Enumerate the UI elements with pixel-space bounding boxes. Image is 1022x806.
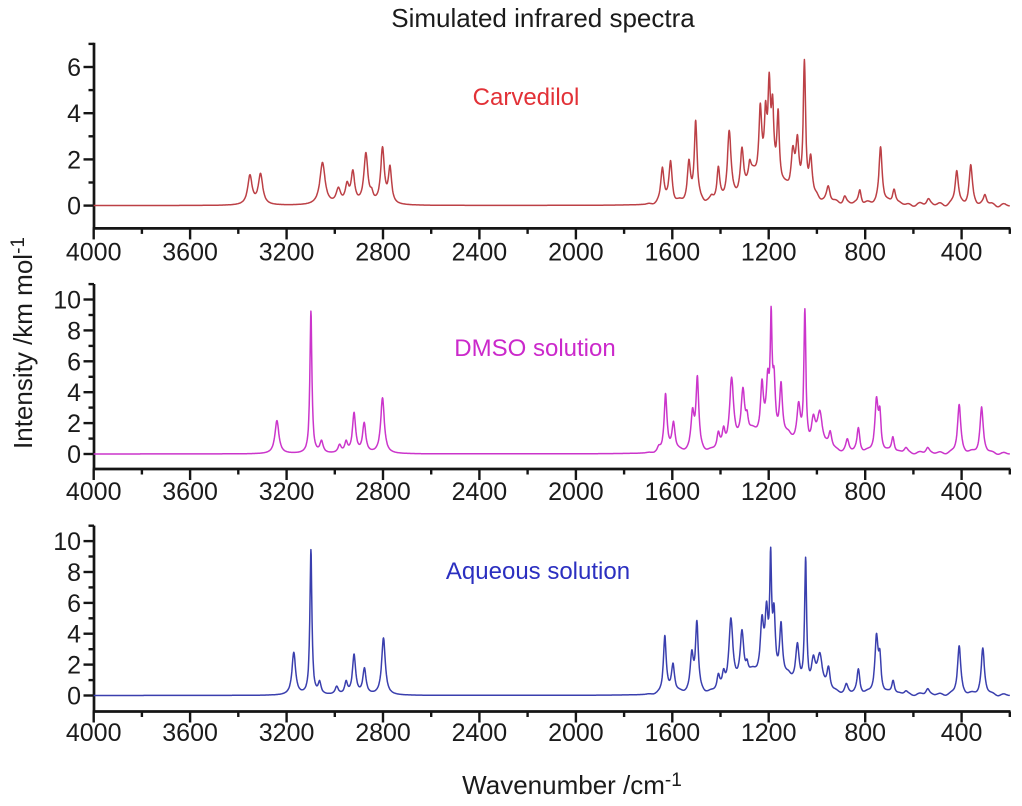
svg-text:800: 800 bbox=[844, 719, 886, 747]
svg-text:3200: 3200 bbox=[259, 239, 315, 267]
svg-text:10: 10 bbox=[53, 287, 81, 315]
svg-text:3200: 3200 bbox=[259, 478, 315, 506]
svg-text:1200: 1200 bbox=[741, 478, 797, 506]
svg-text:3600: 3600 bbox=[162, 478, 218, 506]
svg-text:Intensity /km mol-1: Intensity /km mol-1 bbox=[8, 237, 38, 449]
svg-text:2: 2 bbox=[67, 146, 81, 174]
svg-text:Aqueous solution: Aqueous solution bbox=[446, 558, 630, 585]
svg-text:800: 800 bbox=[844, 478, 886, 506]
svg-text:3600: 3600 bbox=[162, 719, 218, 747]
svg-text:6: 6 bbox=[67, 590, 81, 618]
svg-text:0: 0 bbox=[67, 441, 81, 469]
svg-text:2400: 2400 bbox=[452, 719, 508, 747]
svg-text:1200: 1200 bbox=[741, 719, 797, 747]
svg-text:400: 400 bbox=[941, 719, 983, 747]
svg-text:2400: 2400 bbox=[452, 478, 508, 506]
svg-text:2800: 2800 bbox=[355, 719, 411, 747]
svg-text:0: 0 bbox=[67, 683, 81, 711]
svg-text:2000: 2000 bbox=[548, 239, 604, 267]
svg-text:2800: 2800 bbox=[355, 478, 411, 506]
svg-text:1600: 1600 bbox=[644, 719, 700, 747]
svg-text:Wavenumber /cm-1: Wavenumber /cm-1 bbox=[462, 770, 682, 800]
svg-text:400: 400 bbox=[941, 239, 983, 267]
svg-text:6: 6 bbox=[67, 348, 81, 376]
svg-text:10: 10 bbox=[53, 528, 81, 556]
svg-text:4: 4 bbox=[67, 100, 81, 128]
svg-text:8: 8 bbox=[67, 317, 81, 345]
svg-text:3200: 3200 bbox=[259, 719, 315, 747]
svg-text:4: 4 bbox=[67, 621, 81, 649]
svg-text:1600: 1600 bbox=[644, 478, 700, 506]
svg-text:4: 4 bbox=[67, 379, 81, 407]
svg-text:0: 0 bbox=[67, 193, 81, 221]
svg-text:1200: 1200 bbox=[741, 239, 797, 267]
svg-text:400: 400 bbox=[941, 478, 983, 506]
svg-text:2400: 2400 bbox=[452, 239, 508, 267]
svg-text:Simulated infrared spectra: Simulated infrared spectra bbox=[391, 3, 695, 33]
svg-text:4000: 4000 bbox=[66, 478, 122, 506]
svg-text:2: 2 bbox=[67, 410, 81, 438]
svg-text:2: 2 bbox=[67, 652, 81, 680]
svg-text:800: 800 bbox=[844, 239, 886, 267]
svg-text:2000: 2000 bbox=[548, 719, 604, 747]
svg-text:3600: 3600 bbox=[162, 239, 218, 267]
svg-text:4000: 4000 bbox=[66, 719, 122, 747]
svg-text:Carvedilol: Carvedilol bbox=[473, 84, 580, 111]
svg-text:6: 6 bbox=[67, 54, 81, 82]
svg-text:2000: 2000 bbox=[548, 478, 604, 506]
svg-text:2800: 2800 bbox=[355, 239, 411, 267]
svg-text:4000: 4000 bbox=[66, 239, 122, 267]
svg-text:8: 8 bbox=[67, 559, 81, 587]
svg-text:1600: 1600 bbox=[644, 239, 700, 267]
svg-text:DMSO solution: DMSO solution bbox=[454, 335, 615, 362]
